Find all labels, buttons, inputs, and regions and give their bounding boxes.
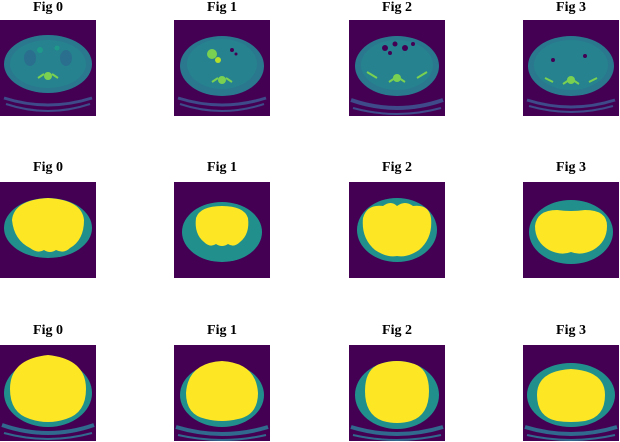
segmentation-mask-image xyxy=(349,182,445,278)
figure-title: Fig 1 xyxy=(207,0,237,15)
ct-slice-image xyxy=(523,20,619,116)
smoothed-mask-image xyxy=(349,345,445,441)
smoothed-mask-image xyxy=(174,345,270,441)
segmentation-mask-image xyxy=(523,182,619,278)
figure-title: Fig 3 xyxy=(556,323,586,338)
figure-title: Fig 0 xyxy=(33,0,63,15)
figure-title: Fig 2 xyxy=(382,160,412,175)
figure-title: Fig 1 xyxy=(207,160,237,175)
ct-slice-image xyxy=(0,20,96,116)
figure-title: Fig 2 xyxy=(382,0,412,15)
figure-title: Fig 3 xyxy=(556,160,586,175)
ct-slice-image xyxy=(349,20,445,116)
figure-title: Fig 2 xyxy=(382,323,412,338)
segmentation-mask-image xyxy=(174,182,270,278)
segmentation-mask-image xyxy=(0,182,96,278)
ct-slice-image xyxy=(174,20,270,116)
figure-title: Fig 3 xyxy=(556,0,586,15)
smoothed-mask-image xyxy=(0,345,96,441)
smoothed-mask-image xyxy=(523,345,619,441)
figure-title: Fig 0 xyxy=(33,323,63,338)
figure-title: Fig 0 xyxy=(33,160,63,175)
figure-title: Fig 1 xyxy=(207,323,237,338)
